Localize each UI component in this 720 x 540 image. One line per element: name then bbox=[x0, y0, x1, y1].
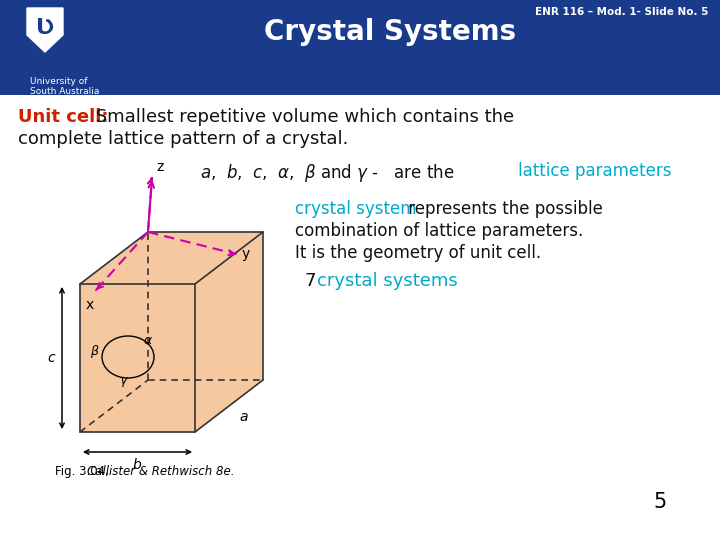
Polygon shape bbox=[27, 8, 63, 52]
Text: $\alpha$: $\alpha$ bbox=[143, 334, 153, 347]
Text: Callister & Rethwisch 8e.: Callister & Rethwisch 8e. bbox=[87, 465, 235, 478]
Text: South Australia: South Australia bbox=[30, 87, 99, 96]
Text: Ʋ: Ʋ bbox=[36, 18, 54, 38]
Text: z: z bbox=[156, 160, 163, 174]
Text: x: x bbox=[86, 298, 94, 312]
Text: $b$: $b$ bbox=[132, 457, 143, 472]
Text: $\gamma$: $\gamma$ bbox=[119, 375, 129, 389]
Text: Unit cell:: Unit cell: bbox=[18, 108, 109, 126]
Text: 5: 5 bbox=[653, 492, 667, 512]
Text: It is the geometry of unit cell.: It is the geometry of unit cell. bbox=[295, 244, 541, 262]
Text: $\beta$: $\beta$ bbox=[91, 343, 100, 361]
Text: crystal systems: crystal systems bbox=[317, 272, 458, 290]
Bar bbox=[0, 0, 720, 95]
Text: lattice parameters: lattice parameters bbox=[518, 162, 672, 180]
Polygon shape bbox=[80, 232, 148, 432]
Polygon shape bbox=[195, 232, 263, 432]
Polygon shape bbox=[80, 232, 263, 284]
Text: $a$,  $b$,  $c$,  $\alpha$,  $\beta$ and $\gamma$ -   are the: $a$, $b$, $c$, $\alpha$, $\beta$ and $\g… bbox=[200, 162, 456, 184]
Text: University of: University of bbox=[30, 77, 88, 86]
Text: combination of lattice parameters.: combination of lattice parameters. bbox=[295, 222, 583, 240]
Text: ENR 116 – Mod. 1- Slide No. 5: ENR 116 – Mod. 1- Slide No. 5 bbox=[535, 7, 708, 17]
Text: Fig. 3.04,: Fig. 3.04, bbox=[55, 465, 112, 478]
Text: $a$: $a$ bbox=[239, 410, 248, 424]
Text: Crystal Systems: Crystal Systems bbox=[264, 18, 516, 46]
Text: represents the possible: represents the possible bbox=[403, 200, 603, 218]
Polygon shape bbox=[80, 284, 195, 432]
Text: y: y bbox=[242, 247, 251, 261]
Text: $c$: $c$ bbox=[47, 351, 56, 365]
Text: crystal system: crystal system bbox=[295, 200, 416, 218]
Text: Smallest repetitive volume which contains the: Smallest repetitive volume which contain… bbox=[90, 108, 514, 126]
Text: 7: 7 bbox=[305, 272, 323, 290]
Text: complete lattice pattern of a crystal.: complete lattice pattern of a crystal. bbox=[18, 130, 348, 148]
